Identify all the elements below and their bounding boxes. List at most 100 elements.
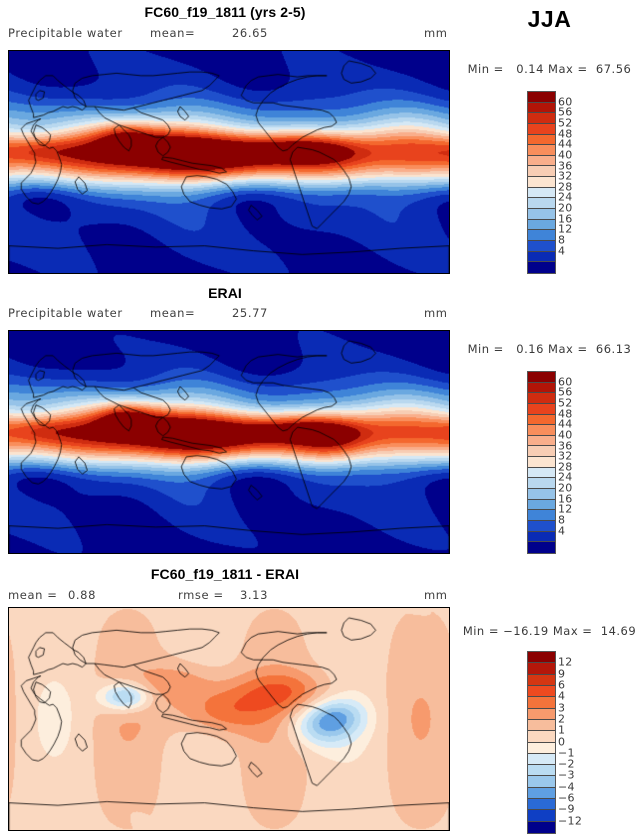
- colorbar-swatches: [527, 651, 556, 834]
- colorbar-swatches: [527, 371, 556, 554]
- units-label: mm: [424, 26, 448, 40]
- colorbar-segment: [528, 92, 555, 103]
- variable-label: Precipitable water: [8, 26, 123, 40]
- colorbar-segment: [528, 198, 555, 210]
- rmse-label: rmse =: [178, 588, 224, 602]
- colorbar-tick-label: 20: [558, 481, 573, 495]
- colorbar-segment: [528, 753, 555, 766]
- colorbar-segment: [528, 489, 555, 500]
- map-difference: [8, 607, 450, 831]
- colorbar-segment: [528, 731, 555, 743]
- colorbar-segment: [528, 123, 555, 135]
- mean-value: 26.65: [232, 26, 268, 40]
- colorbar-segment: [528, 787, 555, 800]
- colorbar-segment: [528, 102, 555, 114]
- colorbar-tick-label: 4: [558, 524, 566, 538]
- mean-value: 25.77: [232, 306, 268, 320]
- colorbar-tick-label: 48: [558, 127, 573, 141]
- colorbar-segment: [528, 799, 555, 811]
- minmax-text: Min = −16.19 Max = 14.69: [462, 624, 637, 638]
- colorbar-tick-label: 4: [558, 244, 566, 258]
- colorbar-tick-label: 36: [558, 159, 573, 173]
- colorbar-tick-label: 9: [558, 667, 566, 681]
- colorbar-tick-label: 32: [558, 169, 573, 183]
- colorbar-tick-label: −4: [558, 780, 575, 794]
- map-canvas: [9, 51, 449, 273]
- colorbar-tick-label: 40: [558, 428, 573, 442]
- rmse-value: 3.13: [240, 588, 269, 602]
- mean-label: mean=: [150, 306, 196, 320]
- colorbar-segment: [528, 742, 555, 754]
- variable-label: Precipitable water: [8, 306, 123, 320]
- colorbar-segment: [528, 663, 555, 675]
- colorbar-segment: [528, 145, 555, 156]
- colorbar-segment: [528, 510, 555, 521]
- colorbar-segment: [528, 457, 555, 468]
- panel-title: ERAI: [208, 285, 242, 301]
- units-label: mm: [424, 588, 448, 602]
- colorbar-segment: [528, 155, 555, 167]
- colorbar-tick-label: 16: [558, 212, 573, 226]
- colorbar-segment: [528, 821, 555, 833]
- colorbar-segment: [528, 425, 555, 436]
- map-canvas: [9, 331, 449, 553]
- colorbar-tick-label: −6: [558, 791, 575, 805]
- map-model: [8, 50, 450, 274]
- colorbar-segment: [528, 113, 555, 124]
- colorbar-tick-label: 3: [558, 701, 566, 715]
- colorbar-segment: [528, 765, 555, 777]
- colorbar-tick-label: −1: [558, 746, 575, 760]
- minmax-text: Min = 0.16 Max = 66.13: [467, 342, 632, 356]
- colorbar-segment: [528, 372, 555, 383]
- colorbar-tick-label: 36: [558, 439, 573, 453]
- colorbar-tick-label: 28: [558, 180, 573, 194]
- colorbar-tick-label: −9: [558, 802, 575, 816]
- colorbar-tick-label: 32: [558, 449, 573, 463]
- colorbar-tick-label: 40: [558, 148, 573, 162]
- colorbar-tick-label: 24: [558, 190, 573, 204]
- colorbar-segment: [528, 166, 555, 178]
- colorbar-segment: [528, 685, 555, 698]
- colorbar-tick-label: 4: [558, 689, 566, 703]
- units-label: mm: [424, 306, 448, 320]
- colorbar-tick-label: 60: [558, 95, 573, 109]
- colorbar-segment: [528, 697, 555, 709]
- colorbar-segment: [528, 414, 555, 426]
- colorbar-segment: [528, 219, 555, 231]
- colorbar-tick-label: 24: [558, 470, 573, 484]
- colorbar-segment: [528, 446, 555, 458]
- panel-title: FC60_f19_1811 (yrs 2-5): [144, 4, 306, 20]
- colorbar-tick-label: 44: [558, 137, 573, 151]
- colorbar-segment: [528, 520, 555, 532]
- panel-subheader: Precipitable water mean= 26.65 mm: [0, 26, 450, 42]
- colorbar-segment: [528, 262, 555, 273]
- colorbar-tick-label: 8: [558, 513, 566, 527]
- colorbar-segment: [528, 230, 555, 241]
- colorbar-tick-label: 48: [558, 407, 573, 421]
- colorbar-segment: [528, 467, 555, 479]
- colorbar-tick-label: −12: [558, 814, 583, 828]
- colorbar-segment: [528, 652, 555, 664]
- colorbar-tick-label: 2: [558, 712, 566, 726]
- colorbar-tick-label: 56: [558, 385, 573, 399]
- colorbar-segment: [528, 240, 555, 252]
- panel-title: FC60_f19_1811 - ERAI: [150, 566, 300, 582]
- colorbar-segment: [528, 187, 555, 199]
- mean-value: 0.88: [68, 588, 97, 602]
- colorbar-tick-label: 8: [558, 233, 566, 247]
- panel-subheader: Precipitable water mean= 25.77 mm: [0, 306, 450, 322]
- colorbar-tick-label: 20: [558, 201, 573, 215]
- colorbar-segment: [528, 177, 555, 188]
- colorbar-swatches: [527, 91, 556, 274]
- colorbar-tick-label: 12: [558, 502, 573, 516]
- colorbar-tick-label: 52: [558, 116, 573, 130]
- colorbar-tick-label: 6: [558, 678, 566, 692]
- colorbar-segment: [528, 435, 555, 447]
- minmax-text: Min = 0.14 Max = 67.56: [467, 62, 632, 76]
- panel-subheader: mean = 0.88 rmse = 3.13 mm: [0, 588, 450, 604]
- colorbar-segment: [528, 251, 555, 263]
- colorbar-tick-label: 28: [558, 460, 573, 474]
- colorbar-tick-label: 44: [558, 417, 573, 431]
- colorbar-segment: [528, 382, 555, 394]
- map-canvas: [9, 608, 449, 830]
